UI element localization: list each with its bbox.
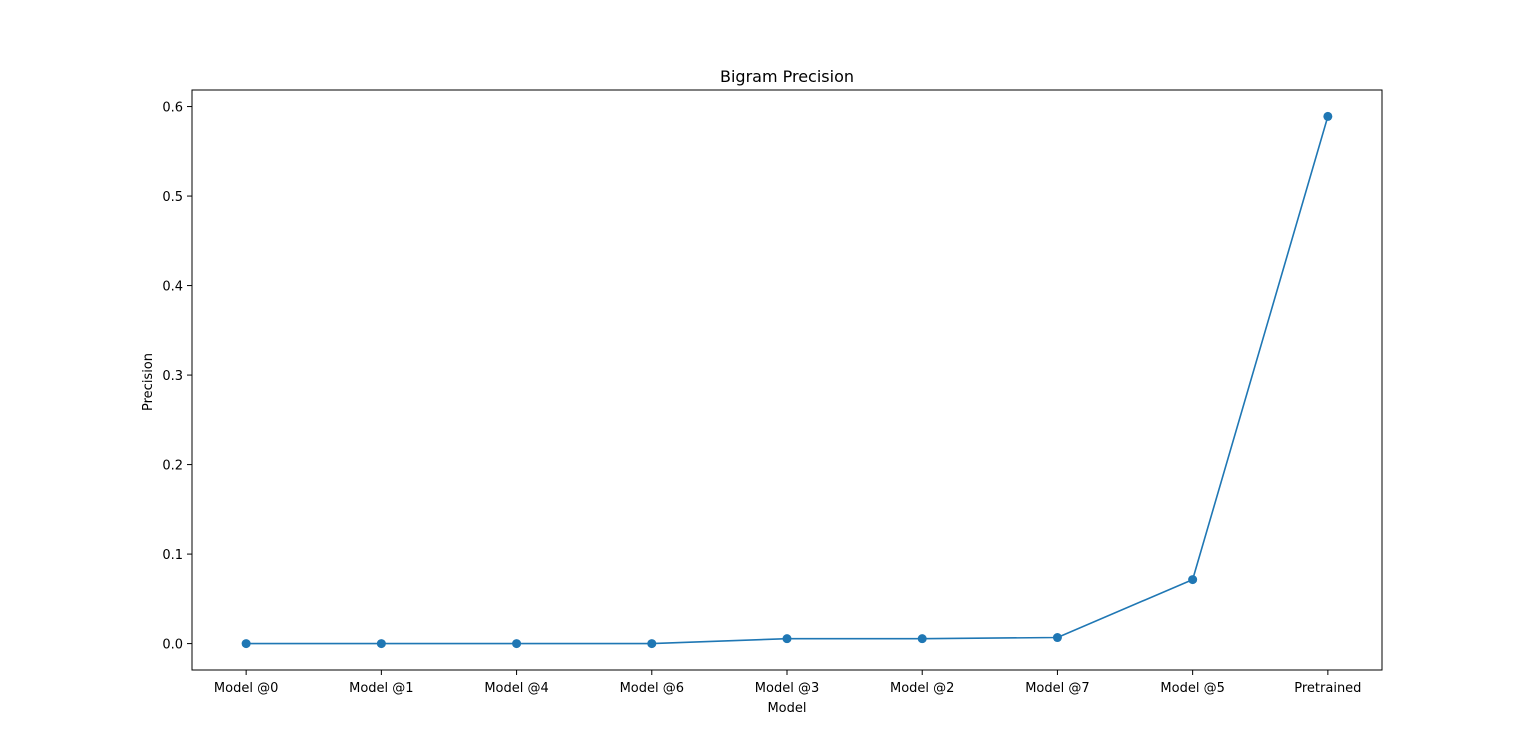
- data-point: [917, 634, 927, 644]
- chart-title: Bigram Precision: [720, 67, 854, 86]
- series-line: [246, 116, 1329, 645]
- y-axis: 0.0 0.1 0.2 0.3 0.4 0.5 0.6: [162, 101, 192, 653]
- y-tick-label: 0.5: [162, 190, 183, 205]
- series-layer: [241, 111, 1333, 649]
- data-point: [1052, 633, 1062, 643]
- x-tick-label: Model @1: [349, 681, 413, 696]
- plot-area: [191, 89, 1383, 671]
- data-point: [782, 634, 792, 644]
- x-tick-label: Model @0: [214, 681, 278, 696]
- data-point: [1188, 575, 1198, 585]
- y-tick-label: 0.1: [162, 548, 183, 563]
- x-tick-label: Model @3: [755, 681, 819, 696]
- x-tick-label: Model @6: [620, 681, 684, 696]
- x-tick-label: Model @2: [890, 681, 954, 696]
- data-point: [241, 639, 251, 649]
- x-tick-label: Model @5: [1160, 681, 1224, 696]
- y-tick-label: 0.4: [162, 280, 183, 295]
- y-tick-label: 0.3: [162, 369, 183, 384]
- plot-frame: [191, 89, 1383, 671]
- data-point: [1323, 111, 1333, 121]
- x-tick-label: Model @4: [484, 681, 548, 696]
- x-axis-label: Model: [767, 701, 806, 716]
- data-point: [647, 639, 657, 649]
- x-tick-label: Model @7: [1025, 681, 1089, 696]
- x-tick-label: Pretrained: [1294, 681, 1361, 696]
- x-axis: Model @0 Model @1 Model @4 Model @6 Model @3…: [214, 670, 1361, 696]
- data-point: [512, 639, 522, 649]
- y-tick-label: 0.6: [162, 101, 183, 116]
- y-tick-label: 0.2: [162, 459, 183, 474]
- y-tick-label: 0.0: [162, 638, 183, 653]
- y-axis-label: Precision: [141, 353, 156, 411]
- data-point: [376, 639, 386, 649]
